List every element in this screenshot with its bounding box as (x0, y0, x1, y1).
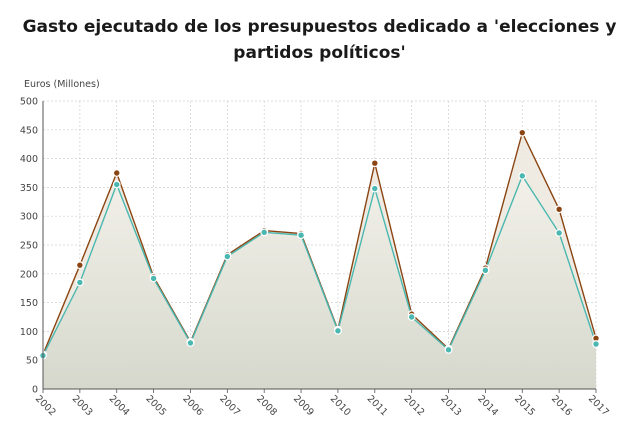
x-tick-label: 2017 (586, 393, 611, 418)
x-tick-label: 2013 (438, 393, 463, 418)
series-2-point (149, 274, 158, 283)
chart-title-line-2: partidos políticos' (233, 43, 406, 63)
chart-title: Gasto ejecutado de los presupuestos dedi… (0, 14, 639, 66)
series-2-area (43, 175, 596, 389)
x-tick-label: 2005 (143, 393, 168, 418)
series-2-point (555, 229, 564, 237)
x-tick-label: 2009 (291, 393, 316, 418)
series-2-line (42, 174, 597, 356)
y-axis-label: Euros (Millones) (24, 79, 100, 90)
series-2-point (444, 345, 453, 354)
series-2-point (518, 171, 527, 180)
series-1-point (370, 159, 379, 168)
y-tick-label: 0 (32, 385, 38, 396)
x-tick-label: 2003 (70, 393, 95, 418)
series-2-point (186, 339, 195, 347)
y-tick-label: 200 (20, 269, 38, 280)
x-tick-label: 2010 (328, 393, 353, 418)
series-points (39, 128, 600, 360)
chart-title-line-1: Gasto ejecutado de los presupuestos dedi… (22, 17, 617, 37)
series-2-point (481, 266, 490, 275)
series-2-point (223, 252, 232, 261)
series-areas (43, 132, 596, 389)
x-tick-labels: 2002 2003 2004 2005 2006 2007 2008 2009 2010 2011… (33, 393, 611, 418)
series-1-point (75, 261, 84, 270)
series-lines (42, 130, 597, 356)
series-2-point (407, 313, 416, 321)
x-tick-label: 2006 (180, 393, 205, 418)
y-tick-label: 400 (20, 154, 38, 165)
x-tick-label: 2008 (254, 393, 279, 418)
x-tick-label: 2011 (365, 393, 390, 418)
y-tick-label: 350 (20, 183, 38, 194)
y-tick-label: 100 (20, 327, 38, 338)
series-2-point (260, 228, 269, 237)
series-2-point (75, 278, 84, 287)
x-tick-label: 2016 (549, 393, 574, 418)
series-1-point (518, 128, 527, 137)
series-1-point (555, 205, 564, 214)
series-2-point (112, 180, 121, 189)
x-tick-label: 2004 (107, 393, 132, 418)
y-tick-label: 450 (20, 125, 38, 136)
x-tick-label: 2007 (217, 393, 242, 418)
x-tick-label: 2014 (475, 393, 500, 418)
x-tick-label: 2002 (33, 393, 58, 418)
y-tick-label: 300 (20, 212, 38, 223)
y-tick-label: 150 (20, 298, 38, 309)
y-tick-label: 50 (26, 356, 38, 367)
axes (42, 101, 597, 393)
series-2-point (297, 231, 305, 240)
x-tick-label: 2012 (402, 393, 427, 418)
x-tick-label: 2015 (512, 393, 537, 418)
y-tick-label: 250 (20, 241, 38, 252)
series-1-point (112, 169, 121, 177)
series-2-point (334, 326, 342, 335)
series-2-point (592, 340, 600, 348)
y-tick-label: 500 (20, 97, 38, 108)
series-2-point (370, 184, 379, 193)
y-tick-labels: 0 50 100 150 200 250 300 350 400 450 500 (20, 97, 38, 396)
